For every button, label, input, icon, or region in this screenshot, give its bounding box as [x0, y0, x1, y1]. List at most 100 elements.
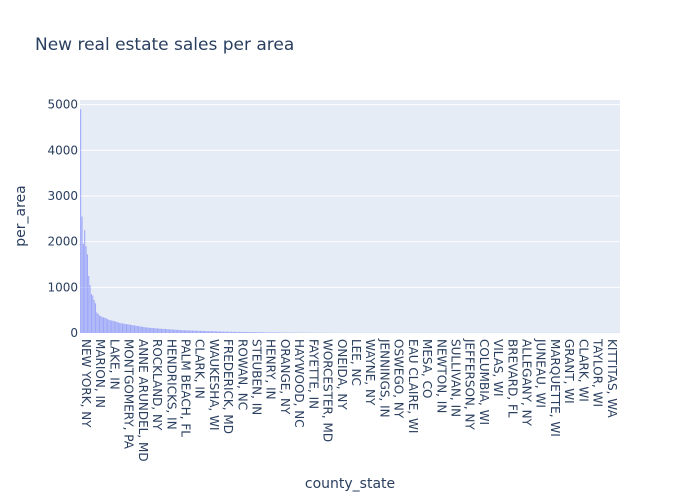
bar	[98, 315, 101, 333]
bar	[134, 325, 136, 333]
bar	[171, 329, 173, 333]
bar	[208, 331, 210, 333]
bar	[158, 328, 160, 333]
bar	[245, 331, 247, 333]
bar	[127, 324, 129, 333]
bar	[216, 331, 218, 333]
bar	[190, 330, 192, 333]
x-tick-label: CLARK, IN	[193, 339, 207, 399]
bar	[189, 330, 191, 333]
bar	[220, 331, 222, 333]
bar	[112, 320, 114, 333]
bar	[186, 330, 188, 333]
bar	[160, 328, 163, 333]
bar	[164, 329, 167, 333]
x-tick-label: JEFFERSON, NY	[463, 338, 477, 430]
bar	[212, 331, 214, 333]
bar	[265, 332, 268, 333]
bar	[93, 300, 95, 333]
bar	[209, 331, 211, 333]
bar	[243, 331, 245, 333]
bar	[267, 332, 269, 333]
bar	[86, 254, 88, 333]
bar	[125, 324, 127, 333]
bar	[278, 332, 280, 333]
bar	[170, 329, 172, 333]
bar	[214, 331, 216, 333]
y-tick-labels: 0 1000 2000 3000 4000 5000	[47, 98, 78, 340]
bar	[202, 330, 204, 333]
bar	[194, 330, 196, 333]
bar	[128, 324, 130, 333]
x-axis-title: county_state	[305, 476, 395, 492]
bar	[135, 325, 137, 333]
bar	[88, 275, 90, 333]
bar	[213, 331, 215, 333]
x-tick-label: COLUMBIA, WI	[477, 339, 491, 425]
x-tick-label: ROCKLAND, NY	[150, 339, 164, 431]
bar	[181, 330, 183, 333]
bar	[94, 303, 97, 333]
bar	[179, 330, 181, 333]
bar	[144, 327, 146, 333]
bar	[228, 331, 230, 333]
bar	[138, 326, 140, 333]
bar	[162, 328, 164, 333]
bar	[206, 331, 208, 333]
bar	[198, 330, 200, 333]
x-tick-label: LAKE, IN	[107, 339, 121, 390]
bar	[255, 332, 257, 333]
bar	[222, 331, 224, 333]
bar	[156, 328, 158, 333]
y-tick-label: 0	[70, 326, 78, 340]
bar	[97, 313, 99, 333]
bar	[108, 319, 110, 333]
bar	[224, 331, 226, 333]
bar	[204, 330, 206, 333]
bar	[173, 329, 175, 333]
bar	[101, 317, 103, 333]
x-tick-label: KITTITAS, WA	[605, 339, 619, 418]
x-tick-label: MARQUETTE, WI	[548, 339, 562, 437]
x-tick-label: ORANGE, NY	[278, 339, 292, 415]
bar	[240, 331, 242, 333]
bar	[82, 243, 84, 333]
x-tick-label: GRANT, WI	[562, 339, 576, 404]
x-tick-label: HAYWOOD, NC	[292, 339, 306, 428]
bar	[201, 330, 203, 333]
bar	[195, 330, 198, 333]
bar	[230, 331, 233, 333]
x-tick-label: ROWAN, NC	[235, 339, 249, 410]
x-tick-label: SULLIVAN, IN	[448, 339, 462, 417]
bar	[90, 294, 92, 333]
bar	[232, 331, 234, 333]
x-tick-label: JUNEAU, WI	[534, 338, 548, 408]
bar	[233, 331, 235, 333]
bar	[105, 318, 107, 333]
bar	[272, 332, 274, 333]
bar	[92, 295, 94, 333]
x-tick-label: TAYLOR, WI	[591, 338, 605, 407]
bar	[85, 246, 87, 333]
x-tick-label: NEW YORK, NY	[79, 339, 93, 428]
x-tick-labels: NEW YORK, NY MARION, IN LAKE, IN MONTGOMERY…	[79, 338, 619, 462]
bar	[143, 327, 145, 333]
bar	[80, 109, 82, 333]
bar	[264, 332, 266, 333]
bar	[253, 332, 255, 333]
bar	[235, 331, 237, 333]
bar	[275, 332, 277, 333]
bar	[116, 322, 118, 333]
y-tick-label: 4000	[47, 143, 78, 157]
bar	[109, 320, 111, 333]
bar	[251, 332, 253, 333]
bar	[252, 332, 254, 333]
bar	[274, 332, 276, 333]
y-tick-label: 5000	[47, 98, 78, 112]
bars	[80, 109, 620, 333]
y-tick-label: 1000	[47, 280, 78, 294]
x-tick-label: VILAS, WI	[491, 339, 505, 397]
bar	[100, 316, 102, 333]
y-tick-label: 3000	[47, 189, 78, 203]
